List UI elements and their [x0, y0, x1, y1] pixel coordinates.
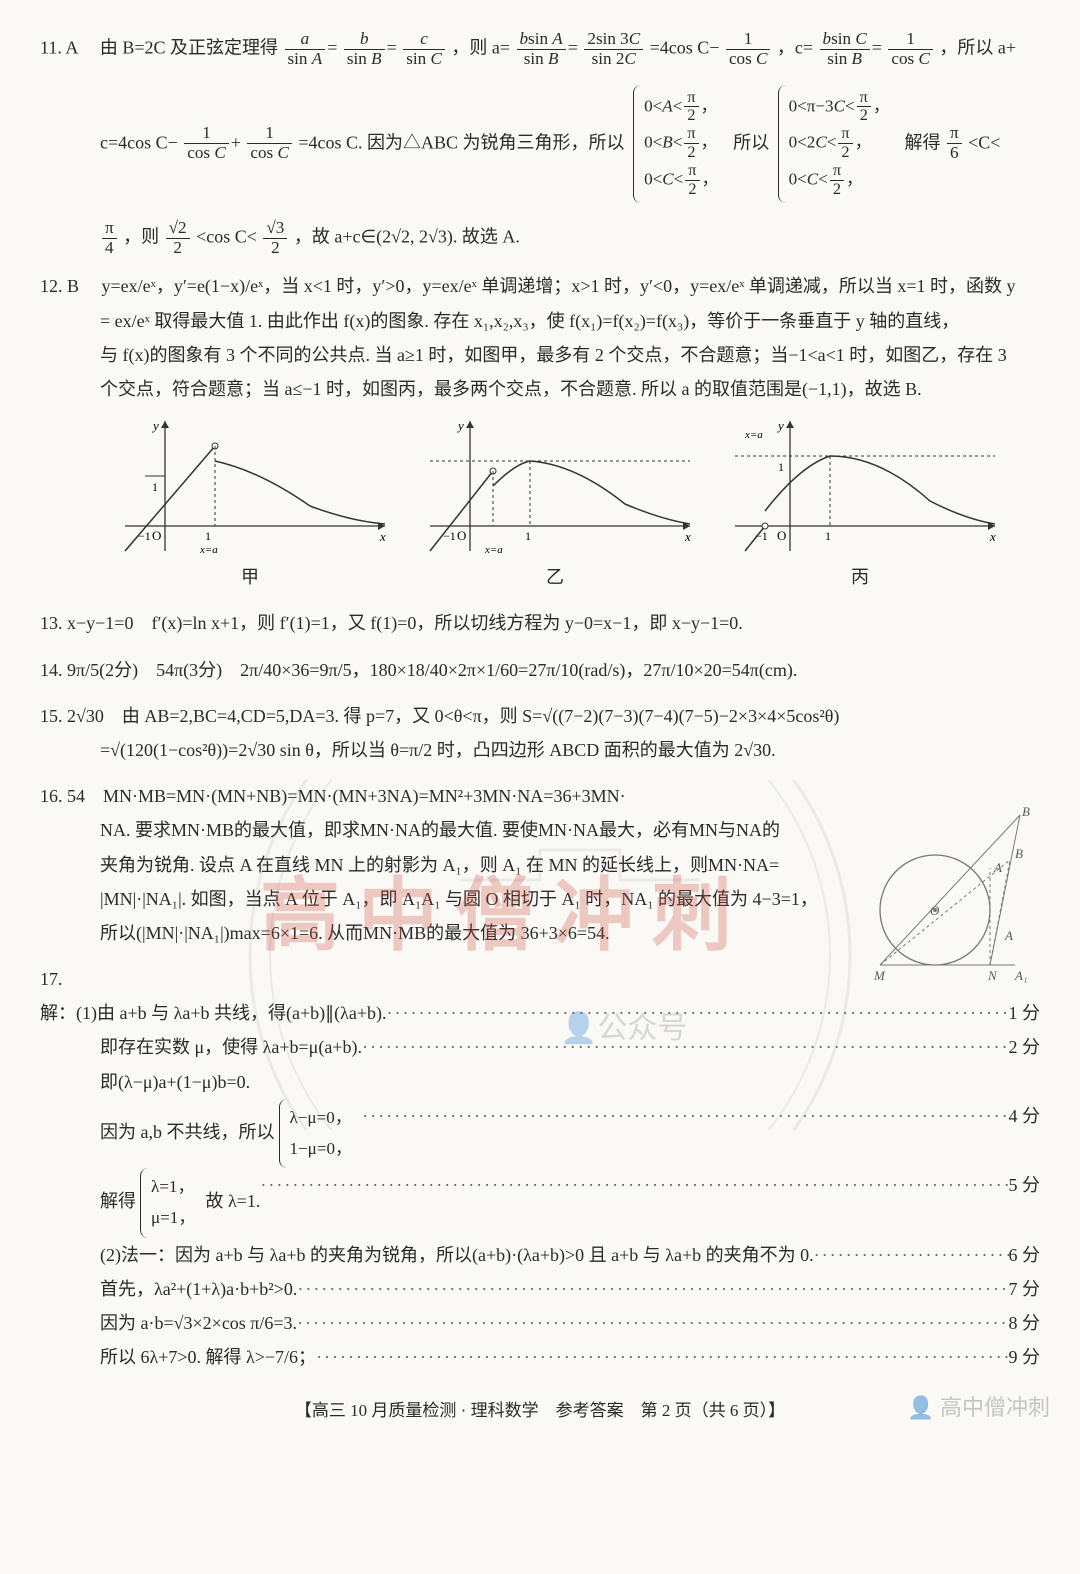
q17-line: 因为 a,b 不共线，所以λ−μ=0，1−μ=0，···············…: [40, 1099, 1040, 1169]
q17-line: 因为 a·b=√3×2×cos π/6=3.··················…: [40, 1306, 1040, 1340]
q17-line: 解得λ=1，μ=1，故 λ=1.························…: [40, 1168, 1040, 1238]
q11-line3: π4 ，则 √22 <cos C< √32 ，故 a+c∈(2√2, 2√3).…: [40, 219, 1040, 258]
svg-text:x=a: x=a: [484, 544, 503, 556]
svg-text:1: 1: [525, 529, 531, 543]
q12-num: 12. B: [40, 276, 79, 296]
graph-jia: x y O 1 −1 1 x=a 甲: [100, 416, 400, 594]
q11-num: 11. A: [40, 37, 77, 57]
svg-text:A₁: A₁: [1014, 968, 1027, 983]
svg-text:M: M: [873, 968, 886, 983]
svg-text:y: y: [456, 418, 464, 433]
svg-text:A: A: [1004, 928, 1013, 943]
brace-1: 0<A<π2， 0<B<π2， 0<C<π2，: [633, 85, 725, 203]
svg-text:N: N: [987, 968, 998, 983]
svg-text:x=a: x=a: [744, 429, 763, 441]
q17-line: 首先，λa²+(1+λ)a·b+b²>0.···················…: [40, 1272, 1040, 1306]
solution-13: 13. x−y−1=0 f′(x)=ln x+1，则 f′(1)=1，又 f(1…: [40, 606, 1040, 640]
svg-text:B: B: [1022, 804, 1030, 819]
svg-text:1: 1: [778, 460, 784, 474]
solution-15: 15. 2√30 由 AB=2,BC=4,CD=5,DA=3. 得 p=7，又 …: [40, 699, 1040, 767]
q11-line2: c=4cos C− 1cos C+ 1cos C =4cos C. 因为△ABC…: [40, 85, 1040, 203]
svg-text:x: x: [989, 529, 996, 544]
svg-text:x: x: [379, 529, 386, 544]
q17-line: 解：(1)由 a+b 与 λa+b 共线，得(a+b)∥(λa+b).·····…: [40, 996, 1040, 1030]
q17-line: (2)法一：因为 a+b 与 λa+b 的夹角为锐角，所以(a+b)·(λa+b…: [40, 1238, 1040, 1272]
solution-17: 17. 解：(1)由 a+b 与 λa+b 共线，得(a+b)∥(λa+b).·…: [40, 962, 1040, 1375]
svg-text:y: y: [151, 418, 159, 433]
watermark-corner: 👤 高中僧冲刺: [907, 1387, 1050, 1429]
svg-text:B: B: [1015, 846, 1023, 861]
q17-line: 所以 6λ+7>0. 解得 λ>−7/6；···················…: [40, 1340, 1040, 1374]
q11-l1a: 由 B=2C 及正弦定理得: [82, 37, 278, 57]
frac: asin A: [285, 30, 326, 69]
svg-text:1: 1: [825, 529, 831, 543]
solution-14: 14. 9π/5(2分) 54π(3分) 2π/40×36=9π/5，180×1…: [40, 653, 1040, 687]
svg-text:x: x: [684, 529, 691, 544]
svg-text:x=a: x=a: [199, 544, 218, 556]
geom-figure-16: M N A₁ B B A A O: [860, 800, 1040, 990]
svg-text:−1: −1: [138, 529, 151, 543]
svg-text:O: O: [152, 528, 161, 543]
brace-2: 0<π−3C<π2， 0<2C<π2， 0<C<π2，: [778, 85, 896, 203]
q17-line: 即(λ−μ)a+(1−μ)b=0.: [40, 1065, 1040, 1099]
page-footer: 【高三 10 月质量检测 · 理科数学 参考答案 第 2 页（共 6 页）】: [40, 1395, 1040, 1427]
svg-text:y: y: [776, 418, 784, 433]
q17-line: 即存在实数 μ，使得 λa+b=μ(a+b).·················…: [40, 1030, 1040, 1064]
svg-text:A: A: [993, 860, 1002, 875]
svg-text:−1: −1: [755, 529, 768, 543]
solution-12: 12. B y=ex/eˣ，y′=e(1−x)/eˣ，当 x<1 时，y′>0，…: [40, 269, 1040, 594]
svg-text:−1: −1: [443, 529, 456, 543]
solution-11: 11. A 由 B=2C 及正弦定理得 asin A= bsin B= csin…: [40, 30, 1040, 257]
svg-text:O: O: [457, 528, 466, 543]
graph-yi: x y O −1 1 x=a 乙: [405, 416, 705, 594]
graphs-row: x y O 1 −1 1 x=a 甲 x y: [100, 416, 1010, 594]
svg-text:1: 1: [205, 529, 211, 543]
svg-text:O: O: [777, 528, 786, 543]
svg-text:1: 1: [152, 480, 158, 494]
graph-bing: x y O −1 1 x=a 1 丙: [710, 416, 1010, 594]
